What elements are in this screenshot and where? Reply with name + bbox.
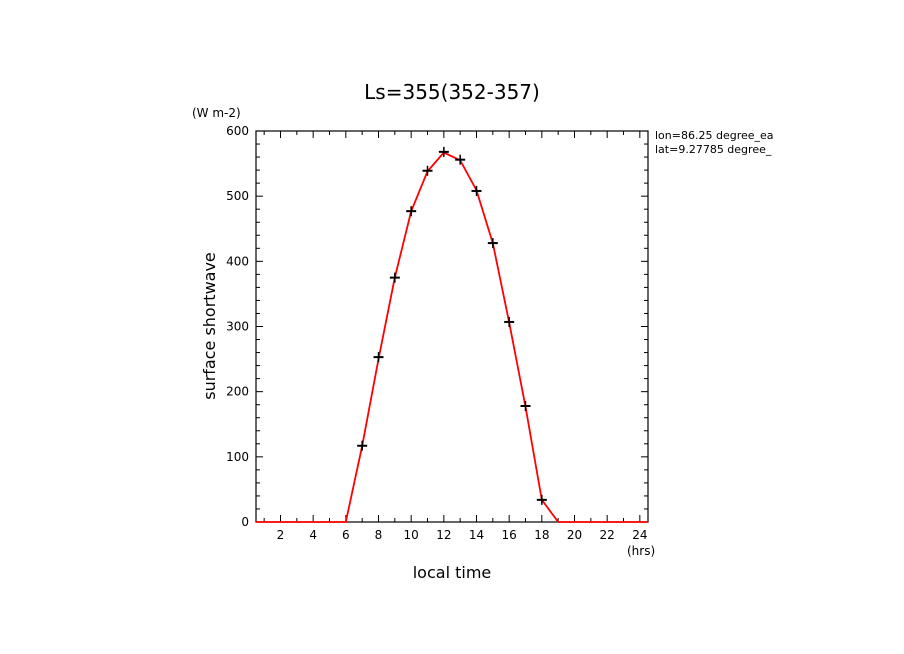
x-tick-label: 8 bbox=[375, 528, 383, 542]
data-point bbox=[536, 494, 547, 505]
data-point bbox=[357, 440, 368, 451]
y-tick-label: 0 bbox=[241, 515, 249, 529]
plot-frame bbox=[255, 130, 649, 523]
y-tick-label: 200 bbox=[226, 385, 249, 399]
x-tick-label: 12 bbox=[436, 528, 451, 542]
data-point bbox=[389, 272, 400, 283]
x-tick-label: 2 bbox=[277, 528, 285, 542]
data-point bbox=[373, 352, 384, 363]
axis-ticks bbox=[256, 130, 648, 523]
x-tick-label: 10 bbox=[404, 528, 419, 542]
data-point bbox=[422, 165, 433, 176]
data-point bbox=[455, 154, 466, 165]
annotation-lon: lon=86.25 degree_ea bbox=[655, 129, 774, 142]
x-axis-label: local time bbox=[413, 563, 492, 582]
x-tick-label: 24 bbox=[632, 528, 647, 542]
x-tick-label: 14 bbox=[469, 528, 484, 542]
data-point bbox=[406, 206, 417, 217]
y-tick-label: 300 bbox=[226, 320, 249, 334]
x-tick-label: 22 bbox=[600, 528, 615, 542]
x-tick-label: 18 bbox=[534, 528, 549, 542]
y-axis-label: surface shortwave bbox=[200, 252, 219, 400]
y-tick-label: 100 bbox=[226, 450, 249, 464]
data-point bbox=[520, 401, 531, 412]
data-point bbox=[438, 146, 449, 157]
series-line bbox=[256, 151, 648, 523]
x-unit-label: (hrs) bbox=[627, 544, 655, 558]
y-tick-label: 400 bbox=[226, 254, 249, 268]
data-point bbox=[504, 316, 515, 327]
chart-title: Ls=355(352-357) bbox=[364, 80, 540, 104]
y-tick-label: 600 bbox=[226, 124, 249, 138]
data-point bbox=[487, 238, 498, 249]
x-tick-label: 16 bbox=[502, 528, 517, 542]
data-point bbox=[471, 185, 482, 196]
y-unit-label: (W m-2) bbox=[192, 106, 241, 120]
x-tick-label: 20 bbox=[567, 528, 582, 542]
series-layer bbox=[256, 146, 648, 523]
x-tick-label: 6 bbox=[342, 528, 350, 542]
x-tick-label: 4 bbox=[309, 528, 317, 542]
annotation-lat: lat=9.27785 degree_ bbox=[655, 143, 772, 156]
y-tick-label: 500 bbox=[226, 189, 249, 203]
